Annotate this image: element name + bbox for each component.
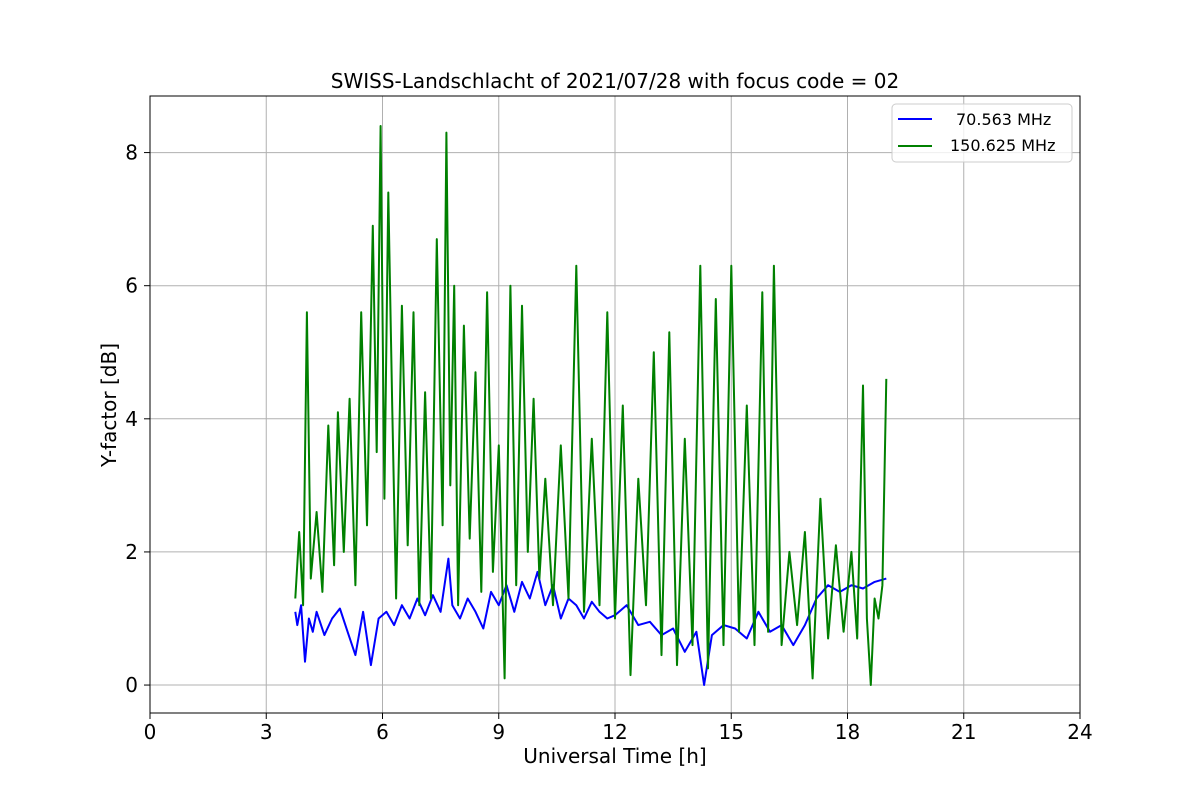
legend-label-series-1: 70.563 MHz [956,110,1051,129]
x-tick-label: 9 [492,720,505,744]
y-tick-label: 8 [125,141,138,165]
x-tick-label: 6 [376,720,389,744]
y-tick-label: 4 [125,407,138,431]
x-axis-label: Universal Time [h] [523,744,706,768]
x-tick-label: 24 [1067,720,1092,744]
legend-box [891,103,1073,163]
series-layer [294,125,888,686]
x-tick-label: 15 [719,720,744,744]
x-tick-label: 0 [144,720,157,744]
series-line-1 [294,557,887,686]
chart-title: SWISS-Landschlacht of 2021/07/28 with fo… [331,69,899,93]
y-tick-label: 2 [125,540,138,564]
y-axis-label: Y-factor [dB] [97,343,121,468]
y-tick-label: 6 [125,274,138,298]
legend: 70.563 MHz 150.625 MHz [891,103,1073,163]
x-tick-label: 12 [602,720,627,744]
y-tick-label: 0 [125,673,138,697]
x-tick-label: 21 [951,720,976,744]
x-tick-label: 3 [260,720,273,744]
x-tick-label: 18 [835,720,860,744]
legend-label-series-2: 150.625 MHz [950,136,1055,155]
series-line-2 [294,125,888,686]
